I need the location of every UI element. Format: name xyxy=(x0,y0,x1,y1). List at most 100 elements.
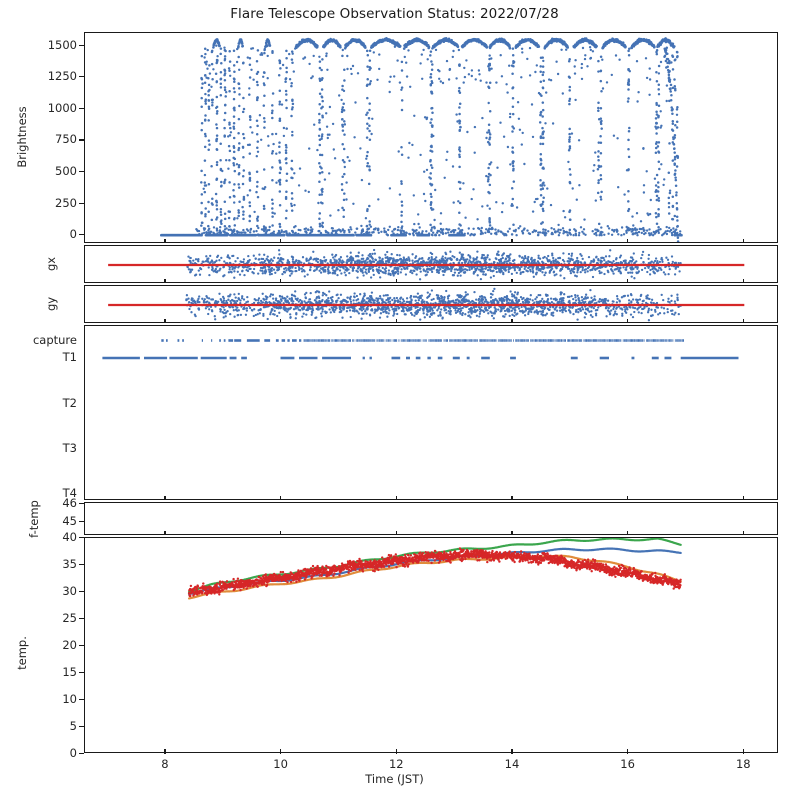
axis-label-gy: gy xyxy=(44,296,58,312)
gy-plot-area xyxy=(85,286,777,322)
ytickmark-temp-10 xyxy=(79,699,84,701)
ytickmark-temp-40 xyxy=(79,537,84,539)
xtick-18: 18 xyxy=(735,757,751,771)
xtick-14: 14 xyxy=(504,757,520,771)
ytick-ftemp-45: 45 xyxy=(62,514,77,528)
xtickmark-14 xyxy=(511,319,513,323)
ytickmark-temp-20 xyxy=(79,645,84,647)
xtickmark-8 xyxy=(164,496,166,500)
xtickmark-16 xyxy=(627,279,629,283)
panel-brightness xyxy=(84,32,778,243)
ytick-status-capture: capture xyxy=(32,332,77,347)
xtickmark-14 xyxy=(511,531,513,535)
ytick-temp-40: 40 xyxy=(62,530,77,544)
axis-label-gx: gx xyxy=(44,256,58,272)
xtickmark-10 xyxy=(280,319,282,323)
ytickmark-brightness-0 xyxy=(79,234,84,236)
xtick-10: 10 xyxy=(273,757,288,771)
figure-title: Flare Telescope Observation Status: 2022… xyxy=(230,6,559,22)
ytick-temp-0: 0 xyxy=(69,746,77,760)
xtickmark-8 xyxy=(164,749,166,754)
xtickmark-16 xyxy=(627,496,629,500)
ytick-status-T2: T2 xyxy=(62,396,77,410)
xtickmark-16 xyxy=(627,239,629,243)
xtickmark-12 xyxy=(395,279,397,283)
xtickmark-10 xyxy=(280,279,282,283)
brightness-plot-area xyxy=(85,33,777,242)
ytick-status-T1: T1 xyxy=(62,350,77,364)
temp-plot-area xyxy=(85,538,777,752)
ytickmark-ftemp-46 xyxy=(79,503,84,505)
ytickmark-brightness-250 xyxy=(79,202,84,204)
ytickmark-temp-5 xyxy=(79,726,84,728)
ytickmark-ftemp-45 xyxy=(79,521,84,523)
xtickmark-12 xyxy=(395,239,397,243)
ytickmark-brightness-1500 xyxy=(79,44,84,46)
panel-gy xyxy=(84,285,778,323)
ytick-temp-5: 5 xyxy=(69,719,77,733)
ytickmark-temp-15 xyxy=(79,672,84,674)
ytick-brightness-500: 500 xyxy=(55,163,77,178)
xtickmark-14 xyxy=(511,749,513,754)
xtickmark-18 xyxy=(742,496,744,500)
ytick-brightness-1250: 1250 xyxy=(47,69,77,84)
axis-label-temp: temp. xyxy=(15,636,29,670)
ytickmark-brightness-500 xyxy=(79,170,84,173)
xtick-12: 12 xyxy=(388,757,404,771)
xtickmark-10 xyxy=(280,749,282,754)
f-temp-plot-area xyxy=(85,503,777,534)
xtickmark-8 xyxy=(164,531,166,535)
xtickmark-14 xyxy=(511,239,513,243)
ytick-temp-25: 25 xyxy=(62,611,77,625)
ytick-status-T3: T3 xyxy=(62,441,77,455)
ytick-brightness-250: 250 xyxy=(55,195,77,210)
panel-temp xyxy=(84,537,778,753)
xtickmark-18 xyxy=(742,749,744,754)
xtickmark-8 xyxy=(164,239,166,243)
ytickmark-temp-35 xyxy=(79,564,84,566)
ytickmark-temp-0 xyxy=(79,753,84,755)
xtickmark-12 xyxy=(395,319,397,323)
ytickmark-temp-30 xyxy=(79,591,84,593)
axis-label-brightness: Brightness xyxy=(15,106,29,168)
xtickmark-16 xyxy=(627,531,629,535)
ytick-ftemp-46: 46 xyxy=(62,496,77,510)
xtickmark-16 xyxy=(627,319,629,323)
ytick-brightness-1000: 1000 xyxy=(47,100,77,115)
status-plot-area xyxy=(85,326,777,499)
xtickmark-18 xyxy=(742,319,744,323)
xtickmark-8 xyxy=(164,279,166,283)
xtickmark-14 xyxy=(511,279,513,283)
gx-plot-area xyxy=(85,246,777,282)
xtickmark-18 xyxy=(742,279,744,283)
ytick-temp-10: 10 xyxy=(62,692,77,706)
xtickmark-16 xyxy=(627,749,629,754)
panel-gx xyxy=(84,245,778,283)
axis-label-f-temp: f-temp xyxy=(27,500,41,538)
xtickmark-14 xyxy=(511,496,513,500)
ytick-brightness-750: 750 xyxy=(55,132,77,147)
ytickmark-brightness-1250 xyxy=(79,76,84,78)
xtick-16: 16 xyxy=(620,757,635,771)
ytick-temp-35: 35 xyxy=(62,557,77,571)
axis-label-time: Time (JST) xyxy=(365,772,424,786)
ytick-brightness-0: 0 xyxy=(69,227,77,242)
xtickmark-10 xyxy=(280,496,282,500)
xtickmark-8 xyxy=(164,319,166,323)
panel-f-temp xyxy=(84,502,778,535)
xtickmark-10 xyxy=(280,531,282,535)
ytick-temp-20: 20 xyxy=(62,638,77,652)
xtickmark-12 xyxy=(395,531,397,535)
ytickmark-temp-25 xyxy=(79,618,84,620)
xtickmark-12 xyxy=(395,749,397,754)
xtickmark-10 xyxy=(280,239,282,243)
xtick-8: 8 xyxy=(161,757,169,771)
ytick-temp-15: 15 xyxy=(62,665,77,679)
ytickmark-brightness-750 xyxy=(79,139,84,141)
panel-status xyxy=(84,325,778,500)
ytick-temp-30: 30 xyxy=(62,584,77,598)
ytick-status-T4: T4 xyxy=(62,486,77,500)
xtickmark-18 xyxy=(742,239,744,243)
ytickmark-brightness-1000 xyxy=(79,107,84,109)
